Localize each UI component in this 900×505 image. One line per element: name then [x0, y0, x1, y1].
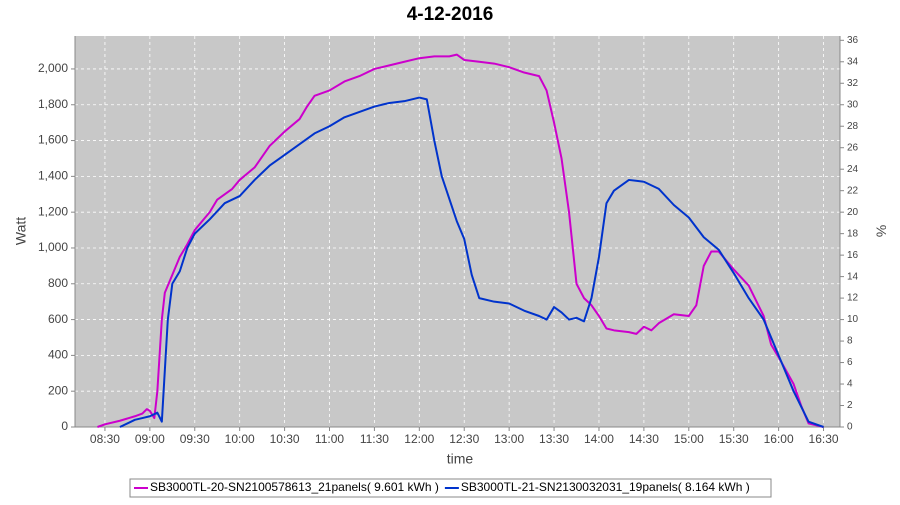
- x-tick-label: 16:00: [764, 432, 794, 446]
- x-tick-label: 08:30: [90, 432, 120, 446]
- y2-tick-label: 2: [847, 400, 853, 411]
- plot-area: [75, 36, 840, 427]
- y2-tick-label: 32: [847, 78, 859, 89]
- series-line: [119, 96, 824, 428]
- y-tick-label: 1,800: [38, 97, 68, 111]
- y2-tick-label: 26: [847, 142, 859, 153]
- y2-tick-label: 34: [847, 56, 859, 67]
- x-tick-label: 14:30: [629, 432, 659, 446]
- x-tick-label: 12:00: [404, 432, 434, 446]
- y2-tick-label: 30: [847, 99, 859, 110]
- y-tick-label: 0: [61, 419, 68, 433]
- x-tick-label: 13:30: [539, 432, 569, 446]
- y2-tick-label: 10: [847, 314, 859, 325]
- y2-tick-label: 6: [847, 357, 853, 368]
- legend-label: SB3000TL-21-SN2130032031_19panels( 8.164…: [461, 480, 750, 494]
- y2-tick-label: 20: [847, 207, 859, 218]
- y2-tick-label: 12: [847, 293, 859, 304]
- y2-tick-label: 16: [847, 250, 859, 261]
- y2-tick-label: 22: [847, 185, 859, 196]
- legend-label: SB3000TL-20-SN2100578613_21panels( 9.601…: [150, 480, 439, 494]
- y-tick-label: 2,000: [38, 61, 68, 75]
- y2-tick-label: 28: [847, 121, 859, 132]
- y-tick-label: 1,400: [38, 169, 68, 183]
- x-tick-label: 10:00: [225, 432, 255, 446]
- x-tick-label: 09:30: [180, 432, 210, 446]
- x-axis-label: time: [447, 451, 474, 467]
- x-tick-label: 16:30: [809, 432, 839, 446]
- y2-tick-label: 24: [847, 164, 859, 175]
- x-tick-label: 15:30: [719, 432, 749, 446]
- x-tick-label: 10:30: [270, 432, 300, 446]
- x-tick-label: 15:00: [674, 432, 704, 446]
- y2-tick-label: 18: [847, 228, 859, 239]
- y-tick-label: 1,600: [38, 133, 68, 147]
- y-tick-label: 400: [48, 348, 68, 362]
- y-tick-label: 200: [48, 383, 68, 397]
- series-line: [97, 53, 824, 428]
- y-tick-label: 1,000: [38, 240, 68, 254]
- x-tick-label: 13:00: [494, 432, 524, 446]
- chart-title: 4-12-2016: [407, 4, 494, 25]
- y-tick-label: 800: [48, 276, 68, 290]
- y-axis-label: Watt: [13, 217, 29, 245]
- x-tick-label: 11:30: [360, 432, 389, 446]
- x-tick-label: 11:00: [315, 432, 344, 446]
- x-tick-label: 09:00: [135, 432, 165, 446]
- x-tick-label: 14:00: [584, 432, 614, 446]
- y2-tick-label: 8: [847, 336, 853, 347]
- y-tick-label: 600: [48, 312, 68, 326]
- y2-tick-label: 0: [847, 422, 853, 433]
- y-tick-label: 1,200: [38, 204, 68, 218]
- y2-tick-label: 14: [847, 271, 859, 282]
- y2-axis-label: %: [873, 225, 889, 237]
- y2-tick-label: 36: [847, 35, 859, 46]
- y2-tick-label: 4: [847, 379, 853, 390]
- x-tick-label: 12:30: [449, 432, 479, 446]
